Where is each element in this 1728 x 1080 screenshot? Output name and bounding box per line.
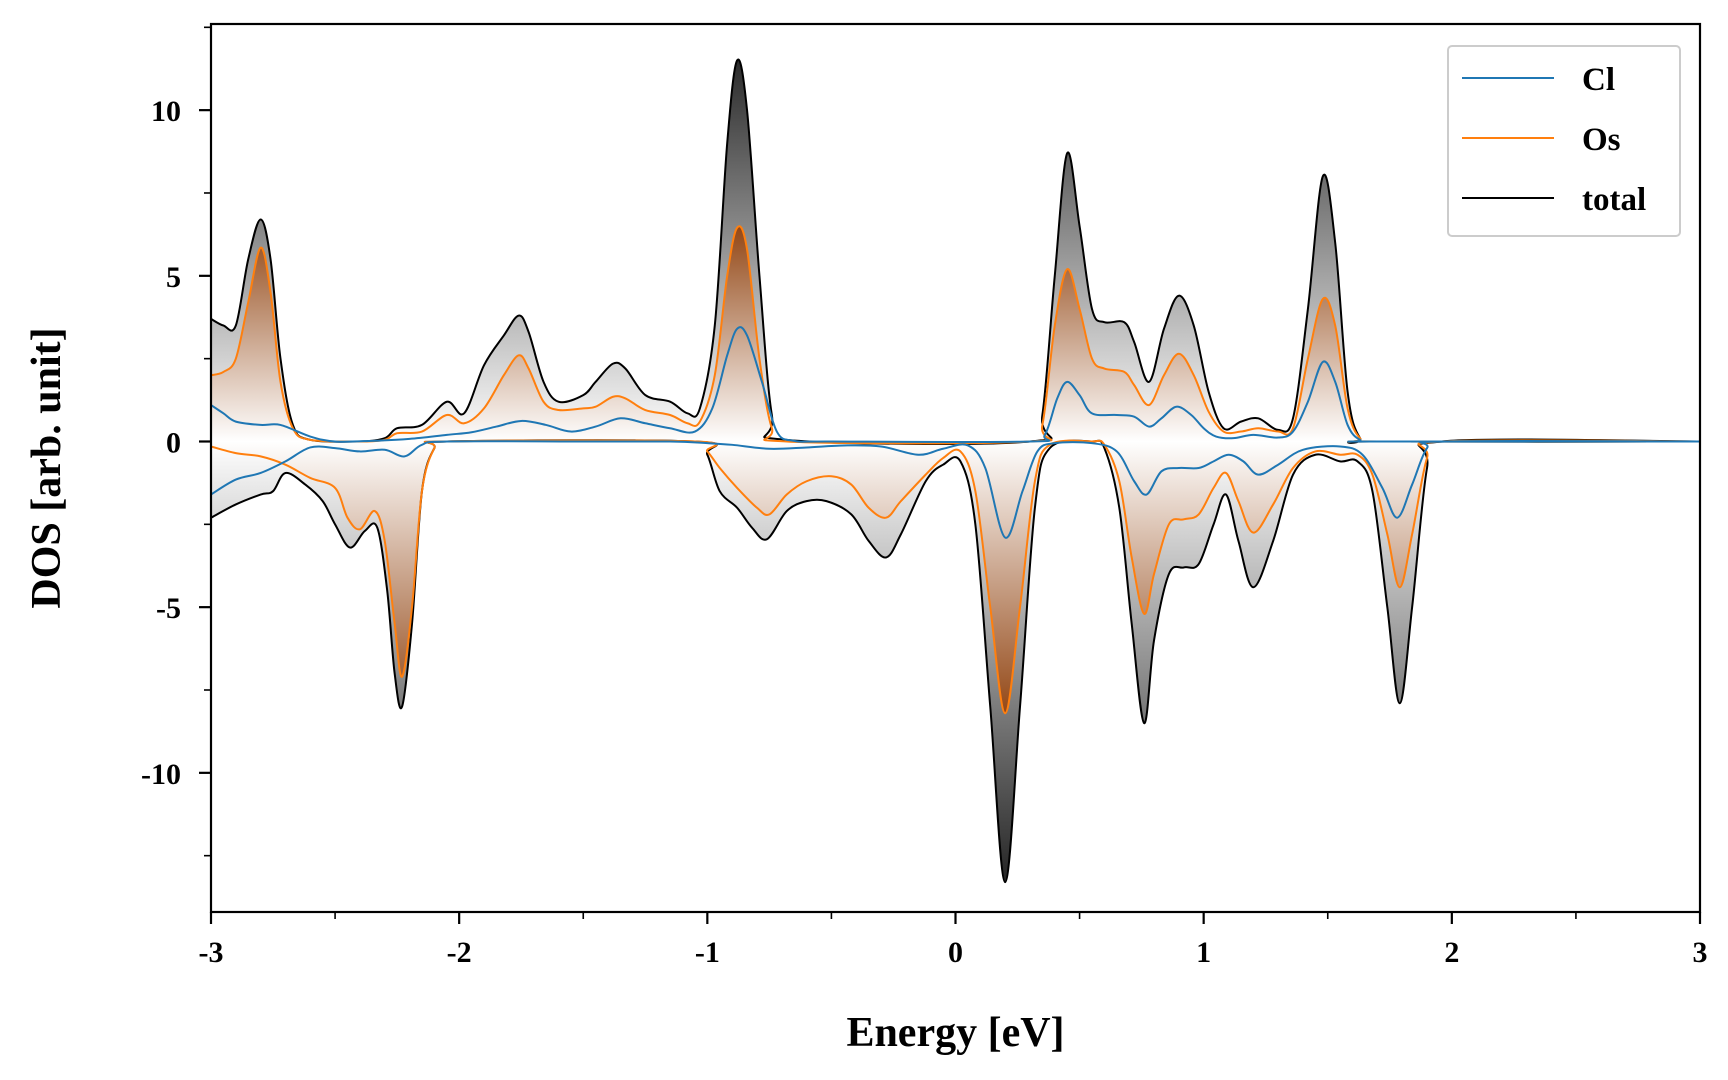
x-tick-label: -2 — [447, 936, 472, 969]
os-line-up — [211, 225, 1700, 445]
total-line-up — [211, 58, 1700, 445]
legend-label-total: total — [1582, 182, 1646, 218]
y-tick-label: -5 — [156, 592, 181, 625]
x-tick-label: 0 — [948, 936, 963, 969]
y-axis-label: DOS [arb. unit] — [24, 327, 70, 608]
x-tick-label: 2 — [1444, 936, 1459, 969]
x-tick-label: -3 — [199, 936, 224, 969]
cl-line-up — [211, 326, 1700, 444]
fill-layer — [211, 59, 1700, 883]
line-layer — [211, 58, 1700, 884]
os-line-down — [211, 439, 1700, 715]
x-axis-label: Energy [eV] — [846, 1010, 1064, 1056]
legend-box — [1447, 45, 1681, 237]
x-tick-label: 3 — [1693, 936, 1708, 969]
total-line-down — [211, 438, 1700, 884]
cl-line-down — [211, 440, 1700, 539]
y-tick-label: 0 — [166, 426, 181, 459]
legend-label-cl: Cl — [1582, 62, 1615, 98]
y-tick-label: 5 — [166, 261, 181, 294]
y-tick-label: -10 — [141, 758, 181, 791]
os-fill-down — [211, 440, 1700, 714]
y-tick-label: 10 — [151, 95, 181, 128]
x-tick-label: -1 — [695, 936, 720, 969]
total-fill-down — [211, 439, 1700, 883]
legend-label-os: Os — [1582, 122, 1621, 158]
os-fill-up — [211, 226, 1700, 444]
x-tick-label: 1 — [1196, 936, 1211, 969]
legend: Cl Os total — [1447, 45, 1681, 237]
